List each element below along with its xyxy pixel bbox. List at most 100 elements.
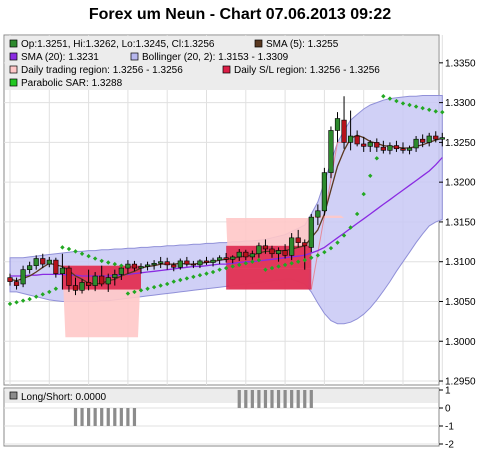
psar-dot-45 [302,257,307,263]
psar-dot-54 [361,191,366,197]
candle-body-6 [46,259,52,265]
psar-dot-3 [27,296,32,302]
psar-dot-53 [354,211,360,217]
psar-dot-5 [40,292,45,297]
psar-dot-23 [158,283,163,288]
psar-dot-1 [14,300,19,305]
candle-body-2 [20,269,26,285]
psar-dot-58 [387,96,393,101]
sub-y-tick-label-2: -1 [445,422,454,433]
psar-dot-20 [138,288,144,293]
psar-dot-34 [230,264,235,269]
long-bar-43 [290,390,294,408]
parabolic-sar [7,94,445,307]
chart-title: Forex um Neun - Chart 07.06.2013 09:22 [89,6,391,23]
psar-dot-60 [400,101,406,106]
psar-dot-63 [420,105,425,111]
psar-dot-47 [315,253,321,258]
candle-body-32 [217,257,223,261]
candle-body-36 [243,251,249,258]
legend-ohlc: Op:1.3251, Hi:1.3262, Lo:1.3245, Cl:1.32… [21,39,215,50]
psar-dot-44 [296,259,301,264]
candle-body-52 [347,135,354,143]
legend-swatch-sma5 [254,39,263,48]
psar-dot-14 [99,258,104,264]
candle-body-1 [13,281,20,286]
candle-body-23 [158,261,164,264]
legend-long-short: Long/Short: 0.0000 [21,392,107,403]
legend-sma20: SMA (20): 1.3231 [21,52,99,63]
candle-body-41 [275,250,282,255]
psar-dot-41 [276,264,281,269]
candle-body-56 [374,142,380,148]
psar-dot-19 [132,289,137,295]
psar-dot-38 [256,257,262,263]
candle-body-62 [413,138,419,149]
candle-body-59 [393,145,400,150]
candle-body-29 [197,260,203,266]
psar-dot-33 [223,265,229,271]
sl-region-1 [226,268,312,290]
candle-body-22 [151,262,157,266]
psar-dot-32 [217,267,222,272]
candle-body-50 [334,118,341,131]
psar-dot-4 [34,294,39,299]
long-bar-39 [263,390,268,408]
psar-dot-64 [427,107,432,112]
psar-dot-49 [328,245,334,251]
psar-dot-59 [394,98,399,104]
psar-dot-36 [243,261,248,266]
long-bar-44 [296,390,300,408]
short-bar-10 [73,408,78,426]
candle-body-9 [66,267,72,286]
sub-legend-box [5,389,438,403]
candle-body-26 [177,260,183,268]
legend-swatch-trading-region [9,65,18,74]
candle-body-10 [72,285,79,291]
psar-dot-31 [210,269,216,275]
psar-dot-43 [289,261,294,266]
psar-dot-52 [348,225,353,230]
candle-body-16 [112,274,118,278]
candle-body-33 [223,257,229,260]
candle-body-19 [131,263,138,269]
candle-body-34 [230,256,236,260]
psar-dot-25 [171,279,176,284]
y-tick-label-2: 1.3250 [445,138,476,149]
candle-body-11 [79,282,85,291]
candle-body-65 [433,135,439,140]
psar-dot-21 [145,286,150,291]
psar-dot-10 [73,249,78,254]
psar-dot-65 [433,109,438,114]
y-tick-label-0: 1.3350 [445,58,476,69]
candle-body-24 [164,261,170,266]
long-bar-40 [270,390,274,408]
psar-dot-40 [269,265,275,271]
candle-body-40 [269,248,275,255]
candle-body-48 [321,172,328,212]
short-bar-15 [106,408,110,426]
candle-body-61 [406,147,413,151]
candle-body-25 [171,264,177,268]
sub-y-tick-label-1: 0 [445,404,451,415]
psar-dot-17 [119,263,124,268]
long-bar-42 [283,390,287,408]
y-tick-label-8: 1.2950 [445,377,476,388]
short-bar-19 [132,408,137,426]
candle-body-21 [144,264,151,267]
short-bar-11 [80,408,84,426]
candle-body-30 [203,260,210,263]
y-axis: 1.3350 1.3300 1.3250 1.3200 1.3150 1.3100 1.30… [439,58,476,388]
legend: Op:1.3251, Hi:1.3262, Lo:1.3245, Cl:1.32… [9,39,380,89]
long-short-bars [73,390,313,426]
y-tick-label-5: 1.3100 [445,257,476,268]
long-bar-35 [237,390,241,408]
sub-y-tick-label-3: -2 [445,440,454,451]
psar-dot-51 [341,233,347,238]
psar-dot-24 [165,281,170,287]
candle-body-18 [125,263,131,269]
candle-body-28 [190,263,197,266]
short-bar-17 [119,408,123,426]
candle-body-55 [367,142,373,147]
